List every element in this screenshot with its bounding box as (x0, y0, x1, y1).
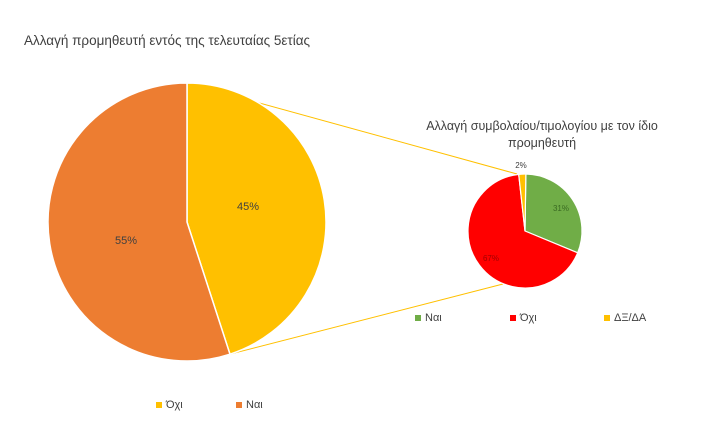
legend-item-nai: Ναι (415, 312, 442, 324)
main-pie-label-nai: 55% (115, 235, 137, 247)
sub-pie-label-dk-na: 2% (515, 161, 527, 170)
connector-line-bottom (229, 283, 504, 355)
main-pie (47, 82, 327, 362)
sub-pie-slice-0 (524, 173, 583, 254)
legend-label: Όχι (166, 399, 183, 411)
legend-label: Ναι (246, 399, 263, 411)
sub-pie (467, 173, 583, 289)
sub-pie-label-ochi: 67% (483, 254, 499, 263)
legend-item-ochi: Όχι (156, 399, 183, 411)
legend-swatch (415, 315, 421, 321)
main-pie-slice-1 (47, 82, 231, 362)
legend-swatch (510, 315, 516, 321)
legend-label: Όχι (520, 312, 537, 324)
main-pie-title: Αλλαγή προμηθευτή εντός της τελευταίας 5… (24, 33, 311, 48)
sub-pie-title: Αλλαγή συμβολαίου/τιμολογίου με τον ίδιο… (426, 119, 658, 150)
legend-item-nai: Ναι (236, 399, 263, 411)
legend-swatch (236, 402, 242, 408)
sub-pie-slice-1 (467, 173, 579, 289)
legend-swatch (156, 402, 162, 408)
legend-swatch (604, 315, 610, 321)
legend-label: ΔΞ/ΔΑ (614, 312, 647, 324)
main-pie-label-ochi: 45% (237, 201, 259, 213)
sub-pie-label-nai: 31% (553, 204, 569, 213)
main-pie-slice-0 (186, 82, 327, 356)
data-labels: 45% 55% 31% 67% 2% (115, 161, 569, 263)
legend-item-dk-na: ΔΞ/ΔΑ (604, 312, 646, 324)
sub-pie-slice-2 (518, 173, 527, 232)
legend-label: Ναι (425, 312, 442, 324)
legend-item-ochi: Όχι (510, 312, 537, 324)
